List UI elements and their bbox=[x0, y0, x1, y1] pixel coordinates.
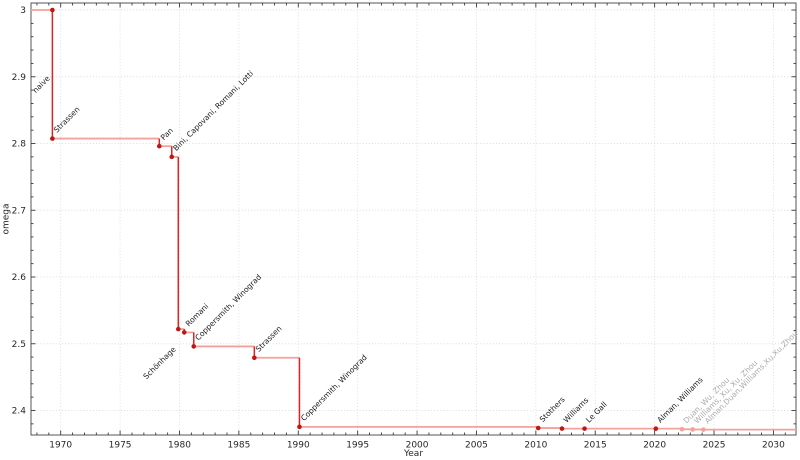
point-label: Schönhage bbox=[141, 345, 177, 381]
x-tick-label: 2000 bbox=[406, 441, 429, 451]
x-axis-title: Year bbox=[403, 449, 423, 459]
y-tick-label: 2.7 bbox=[12, 206, 26, 216]
x-tick-label: 2020 bbox=[643, 441, 666, 451]
data-point bbox=[50, 7, 55, 13]
data-point bbox=[156, 143, 162, 149]
y-axis-title: omega bbox=[2, 203, 12, 234]
y-tick-label: 2.6 bbox=[12, 273, 27, 283]
data-point bbox=[559, 426, 565, 431]
x-tick-label: 1985 bbox=[227, 441, 250, 451]
data-point bbox=[181, 330, 187, 335]
data-point bbox=[701, 427, 706, 432]
point-label: Coppersmith, Winograd bbox=[299, 353, 369, 423]
data-point bbox=[175, 326, 181, 332]
x-tick-label: 1975 bbox=[109, 441, 132, 451]
y-tick-label: 3 bbox=[20, 6, 26, 16]
x-tick-label: 1995 bbox=[346, 441, 369, 451]
x-tick-label: 1970 bbox=[49, 441, 72, 451]
x-tick-label: 2015 bbox=[584, 441, 607, 451]
x-tick-label: 2025 bbox=[703, 441, 726, 451]
data-point bbox=[535, 425, 541, 431]
point-label: Pan bbox=[159, 126, 175, 142]
point-label: Williams, Xu, Xu, Zhou bbox=[692, 358, 759, 425]
y-tick-label: 2.8 bbox=[12, 140, 27, 150]
point-label: Bini, Capovani, Romani, Lotti bbox=[171, 69, 255, 153]
data-point bbox=[582, 426, 587, 431]
point-label: Strassen bbox=[52, 105, 82, 135]
data-point bbox=[50, 136, 55, 141]
x-tick-label: 1990 bbox=[287, 441, 310, 451]
data-point bbox=[252, 355, 257, 361]
x-tick-label: 2010 bbox=[524, 441, 547, 451]
data-point bbox=[169, 154, 175, 160]
x-tick-label: 2005 bbox=[465, 441, 488, 451]
y-tick-label: 2.5 bbox=[12, 340, 26, 350]
data-point bbox=[191, 344, 197, 349]
data-point bbox=[653, 426, 659, 431]
y-tick-label: 2.9 bbox=[12, 73, 27, 83]
point-label: Strassen bbox=[254, 324, 284, 354]
data-point bbox=[679, 426, 685, 432]
x-tick-label: 2030 bbox=[762, 441, 785, 451]
point-label: Alman,Duan,Williams,Xu,Xu,Zhou bbox=[703, 329, 800, 426]
data-point bbox=[297, 424, 302, 430]
plot-border bbox=[30, 2, 797, 436]
y-tick-label: 2.4 bbox=[12, 407, 27, 417]
x-tick-label: 1980 bbox=[168, 441, 191, 451]
data-point bbox=[690, 427, 695, 432]
